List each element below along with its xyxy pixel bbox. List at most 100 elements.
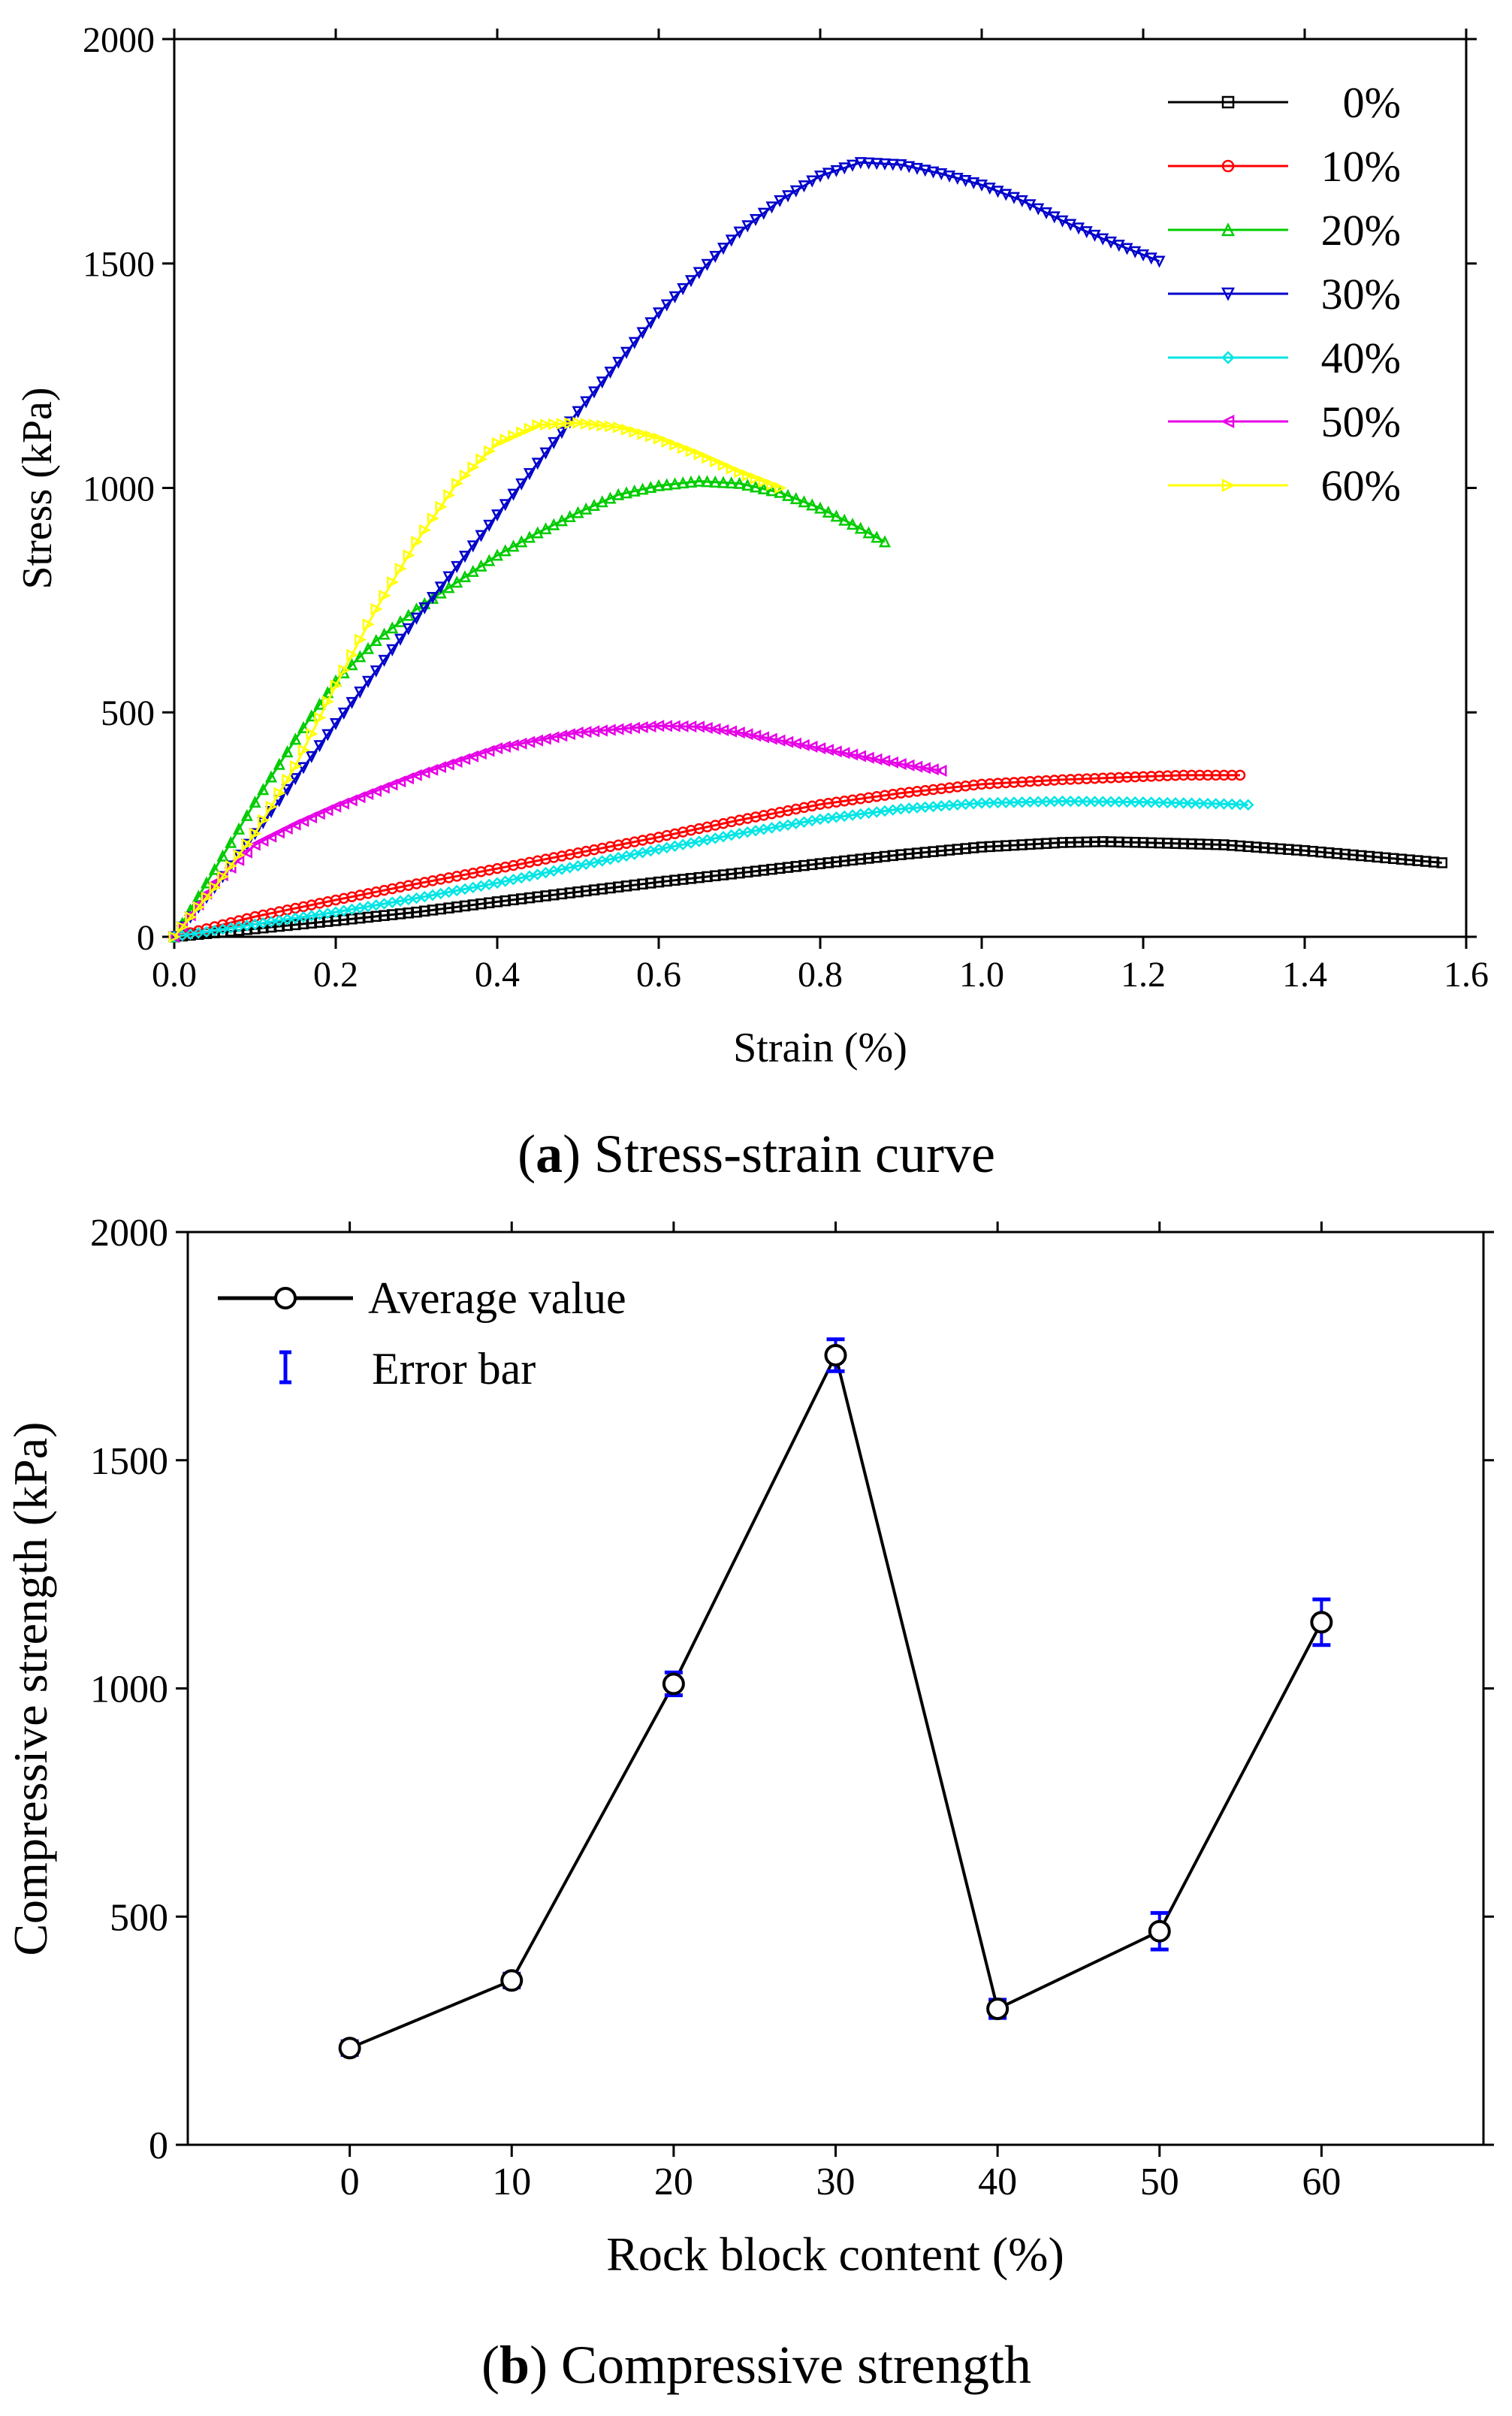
legend-marker xyxy=(1221,351,1235,364)
series-60%-point xyxy=(322,695,335,708)
series-50%-point xyxy=(337,797,349,810)
series-50%-point xyxy=(878,754,891,767)
legend-label: 0% xyxy=(1343,78,1401,127)
series-20%-point xyxy=(225,835,237,848)
series-20%-point xyxy=(830,509,843,522)
series-30%-point xyxy=(895,159,907,172)
series-30%-point xyxy=(572,406,584,418)
series-30%-point xyxy=(749,213,762,226)
series-30%-point xyxy=(1153,255,1166,268)
series-60%-point xyxy=(201,891,213,904)
series-20%-point xyxy=(515,535,528,548)
series-20% xyxy=(167,474,892,943)
legend-label: 30% xyxy=(1321,270,1401,319)
series-30%-point xyxy=(781,190,795,203)
series-50%-point xyxy=(870,753,883,766)
series-30%-point xyxy=(523,468,536,481)
series-30%-point xyxy=(677,282,690,296)
series-50%-point xyxy=(837,747,850,760)
series-50%-point xyxy=(240,846,252,859)
series-30%-point xyxy=(967,177,980,189)
series-20%-point xyxy=(313,697,326,710)
series-30%-point xyxy=(910,162,924,175)
series-20%-point xyxy=(507,539,520,552)
series-50%-point xyxy=(539,732,551,745)
series-40%-point xyxy=(1121,796,1133,808)
series-50%-point xyxy=(506,738,519,751)
series-30%-point xyxy=(709,250,722,263)
series-60%-point xyxy=(710,455,723,468)
chart-b-x-tick-label: 20 xyxy=(654,2161,693,2203)
chart-a-legend: 0% 10% 20% 30% 40% 50% 60% xyxy=(1168,78,1401,510)
series-60%-point xyxy=(355,633,367,646)
series-60%-point xyxy=(726,462,738,475)
series-40%-point xyxy=(1153,796,1166,808)
series-30%-point xyxy=(871,158,883,171)
series-30%-point xyxy=(1016,195,1028,207)
series-50%-point xyxy=(312,808,325,820)
chart-b-x-tick-label: 50 xyxy=(1140,2161,1179,2203)
series-50%-point xyxy=(862,751,874,764)
series-30%-point xyxy=(1129,246,1142,258)
series-50%-point xyxy=(394,775,406,788)
series-60%-point xyxy=(564,417,577,430)
series-20%-point xyxy=(878,535,892,548)
series-20%-point xyxy=(717,476,730,488)
series-50%-point xyxy=(789,737,801,750)
series-50% xyxy=(167,720,947,944)
series-60%-point xyxy=(516,426,529,439)
series-60%-point xyxy=(411,536,424,548)
chart-a-x-tick-label: 0.8 xyxy=(798,955,843,995)
series-20%-point xyxy=(677,476,690,489)
series-50%-point xyxy=(288,818,301,831)
series-30%-point xyxy=(281,784,294,796)
series-30%-point xyxy=(1056,215,1069,228)
series-50%-point xyxy=(773,734,786,747)
series-20%-point xyxy=(563,509,576,522)
series-40%-point xyxy=(1016,796,1028,808)
series-30%-point xyxy=(321,729,334,741)
series-60%-point xyxy=(427,512,439,525)
series-40%-point xyxy=(911,802,923,814)
series-30%-point xyxy=(515,478,528,491)
series-20%-point xyxy=(490,548,504,561)
series-60%-point xyxy=(475,453,488,466)
series-60%-point xyxy=(467,461,480,474)
series-20%-point xyxy=(305,709,318,722)
series-30%-point xyxy=(943,170,956,183)
legend-marker xyxy=(1221,159,1235,173)
series-20%-point xyxy=(257,783,270,796)
chart-b-y-tick-label: 2000 xyxy=(90,1212,168,1255)
series-30%-point xyxy=(604,367,617,379)
legend-entry-50%: 50% xyxy=(1168,397,1401,446)
chart-a-ticks: 0.0 0.2 0.4 0.6 0.8 1.0 1.2 1.4 1.6 0 500 1000 1500 2… xyxy=(83,20,1489,995)
series-50%-point xyxy=(426,763,439,776)
series-20%-point xyxy=(394,615,407,627)
series-20%-point xyxy=(620,486,633,499)
series-30%-point xyxy=(451,560,463,573)
series-50%-point xyxy=(756,731,769,744)
series-30% xyxy=(167,157,1166,944)
series-30%-line xyxy=(173,161,1160,938)
series-50%-point xyxy=(781,735,794,748)
series-40%-point xyxy=(959,798,972,811)
series-60%-point xyxy=(241,838,254,850)
chart-a-plot-frame xyxy=(173,38,1468,938)
series-30%-point xyxy=(531,458,544,470)
series-30%-point xyxy=(765,201,778,214)
series-30%-point xyxy=(838,162,851,175)
series-40%-point xyxy=(991,796,1004,809)
average-value-point xyxy=(662,1672,685,1696)
series-30%-point xyxy=(846,159,859,172)
series-40%-point xyxy=(1234,799,1246,811)
series-60%-point xyxy=(379,589,391,602)
series-30%-point xyxy=(426,592,439,605)
series-50%-point xyxy=(741,728,753,741)
series-60% xyxy=(168,416,787,944)
series-30%-point xyxy=(442,571,455,584)
series-50%-point xyxy=(369,784,382,797)
series-20%-point xyxy=(725,476,738,489)
chart-b-caption-letter: b xyxy=(499,2335,530,2395)
series-30%-point xyxy=(628,337,641,349)
series-60%-point xyxy=(734,466,747,479)
